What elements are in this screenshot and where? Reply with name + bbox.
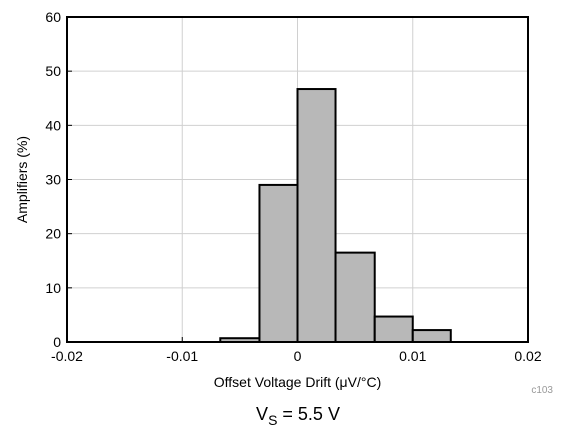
x-axis-label: Offset Voltage Drift (μV/°C): [214, 374, 381, 390]
supply-condition-label: VS = 5.5 V: [256, 404, 340, 428]
y-axis-label: Amplifiers (%): [14, 136, 30, 223]
y-tick-label: 0: [53, 334, 61, 350]
condition-subscript: S: [268, 412, 277, 428]
y-axis-ticks: 0 10 20 30 40 50 60: [45, 9, 72, 350]
x-tick-label: -0.01: [166, 348, 198, 364]
y-tick-label: 20: [45, 226, 61, 242]
x-tick-label: 0.02: [514, 348, 541, 364]
histogram-bar: [258, 183, 299, 343]
y-tick-label: 40: [45, 117, 61, 133]
y-tick-label: 60: [45, 9, 61, 25]
condition-suffix: = 5.5 V: [277, 404, 340, 424]
y-tick-label: 10: [45, 280, 61, 296]
histogram-bars: [219, 88, 452, 344]
histogram-bar: [373, 315, 414, 343]
figure-code: c103: [531, 385, 553, 396]
y-tick-label: 30: [45, 172, 61, 188]
x-axis-ticks: -0.02 -0.01 0 0.01 0.02: [51, 337, 542, 364]
x-tick-label: 0.01: [399, 348, 426, 364]
histogram-bar: [411, 329, 452, 344]
x-tick-label: 0: [294, 348, 302, 364]
histogram-bar: [296, 88, 337, 343]
y-tick-label: 50: [45, 63, 61, 79]
condition-prefix: V: [256, 404, 268, 424]
histogram-bar: [334, 251, 376, 343]
x-tick-label: -0.02: [51, 348, 83, 364]
